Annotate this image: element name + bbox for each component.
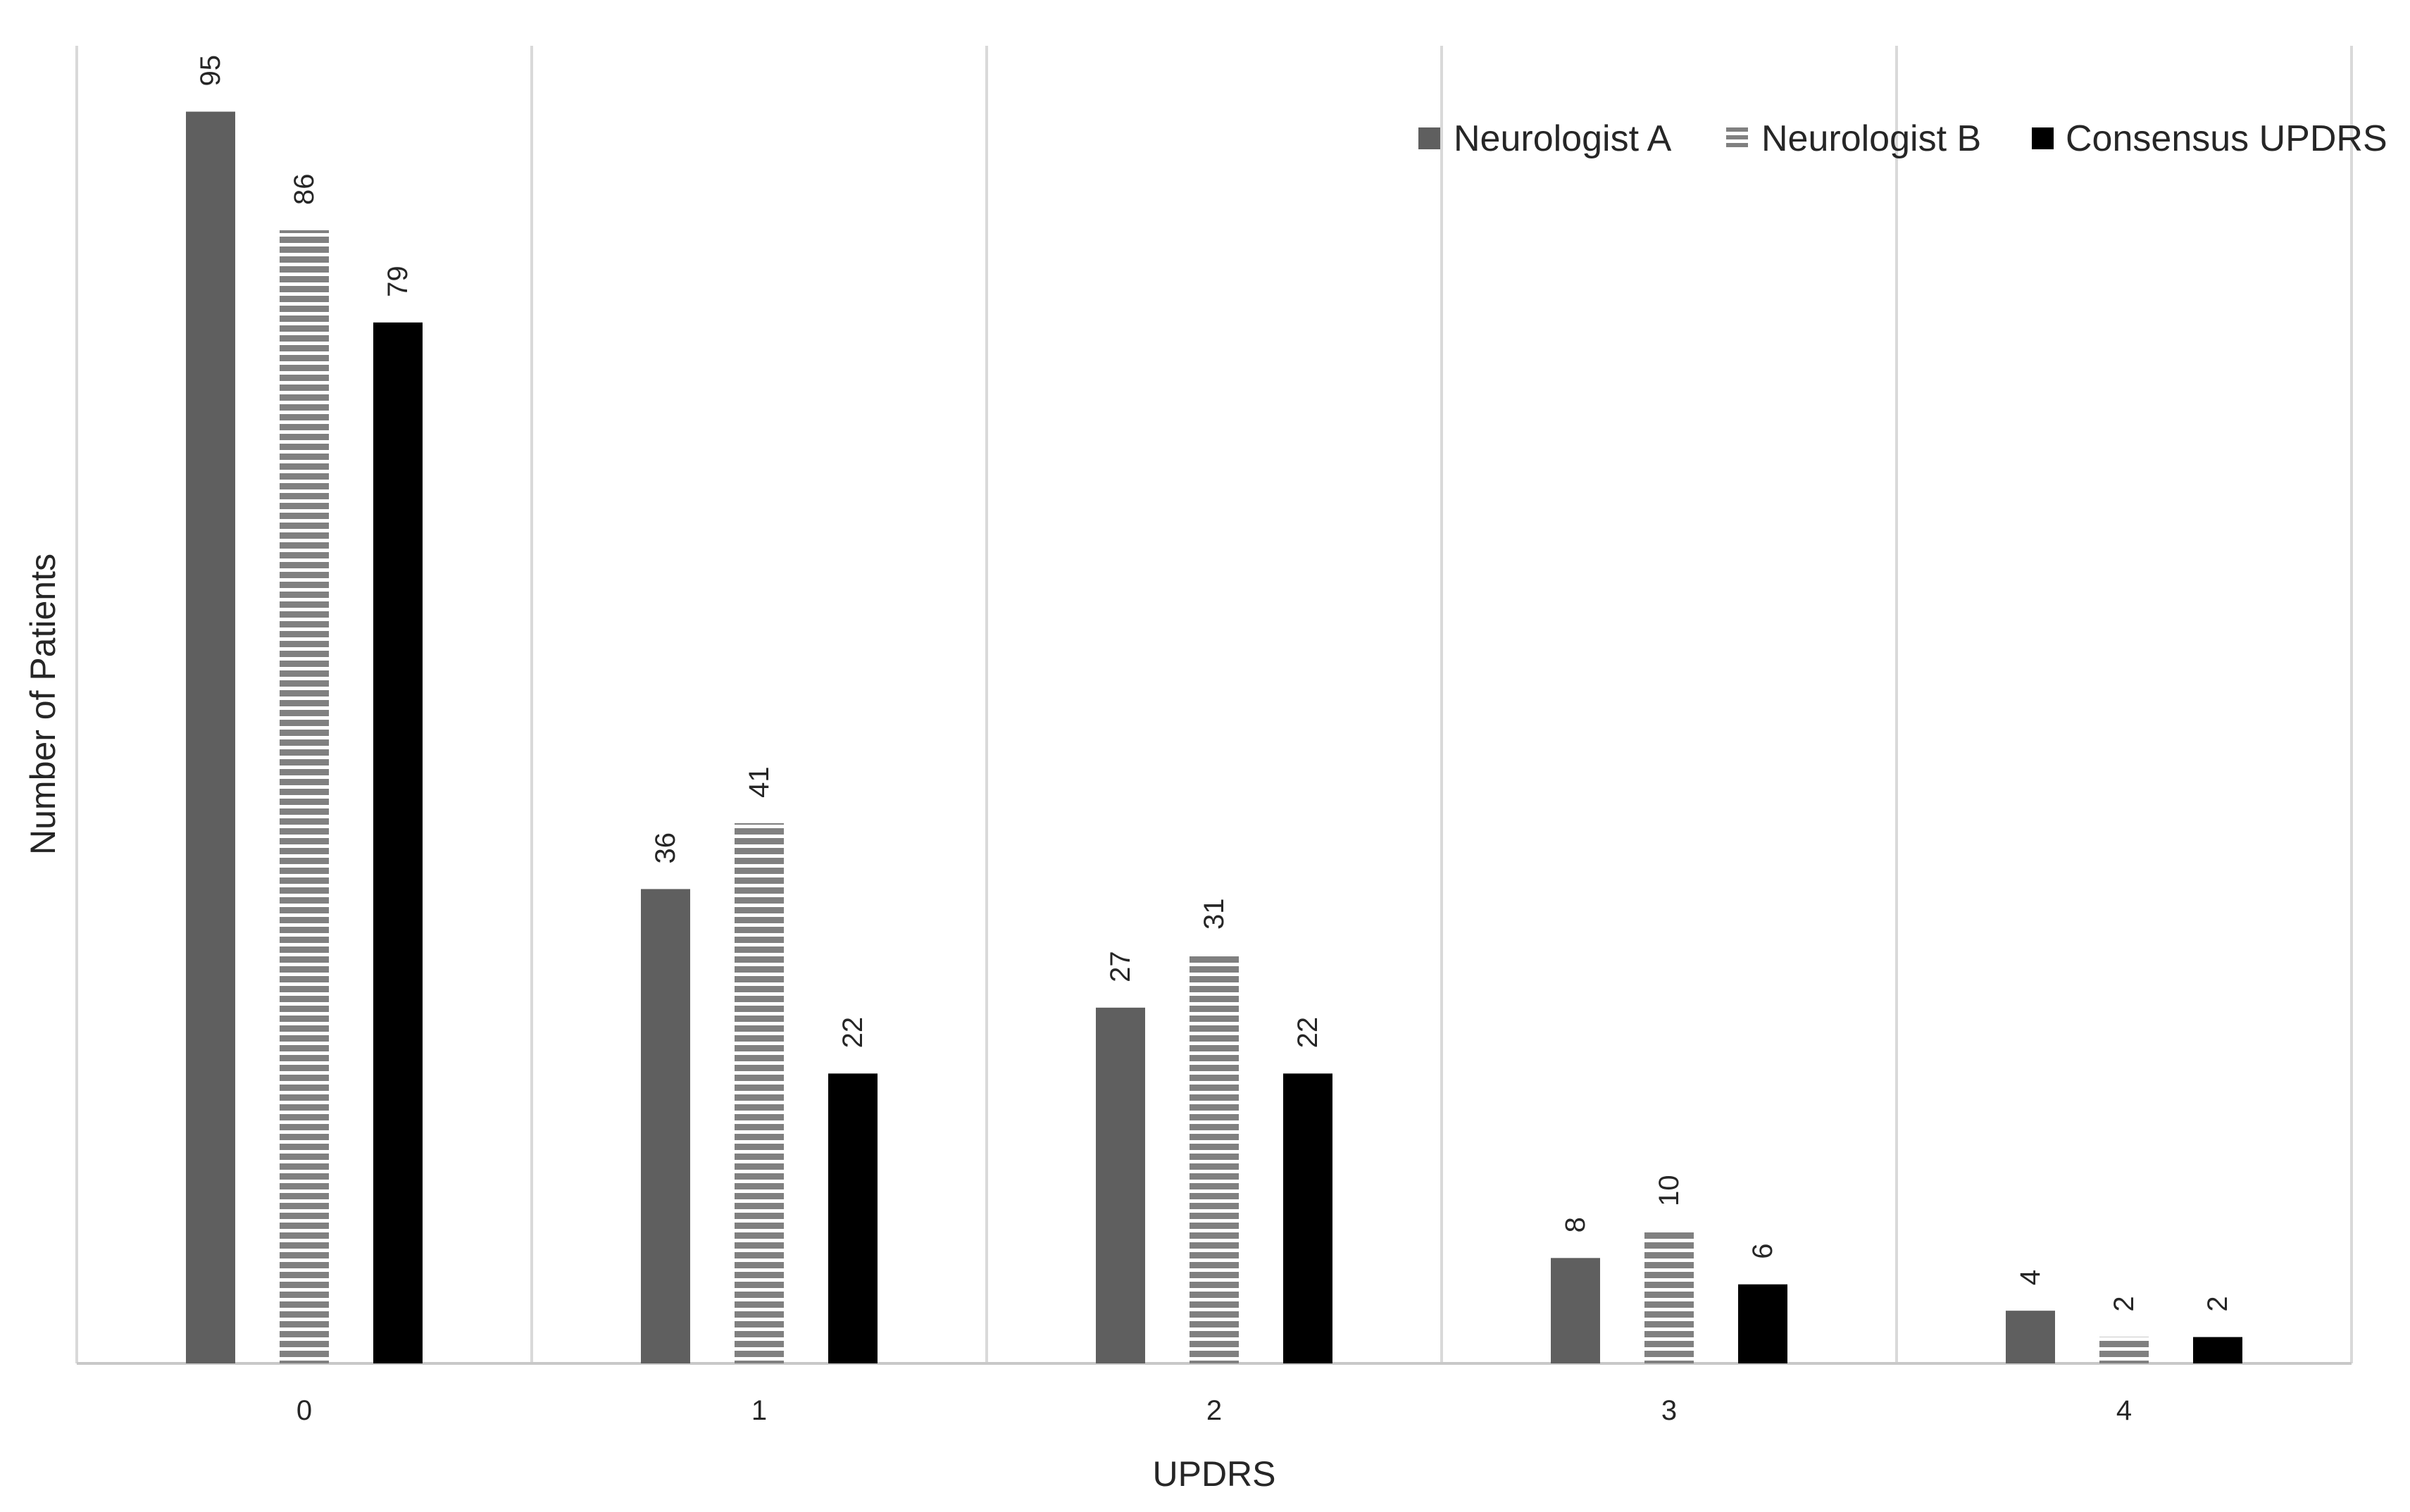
legend-label-neurologist-b: Neurologist B [1761,118,1981,159]
bar-neurologist-a-2 [1096,1007,1145,1363]
legend-label-consensus-updrs: Consensus UPDRS [2066,118,2387,159]
data-label-consensus-updrs-2: 22 [1292,1017,1323,1049]
category-gridlines [75,46,2353,1365]
data-label-neurologist-a-2: 27 [1105,951,1136,982]
data-label-consensus-updrs-1: 22 [837,1017,868,1049]
bar-neurologist-b-3 [1644,1231,1694,1363]
data-label-neurologist-a-0: 95 [195,55,226,87]
data-label-neurologist-b-4: 2 [2109,1296,2140,1311]
x-tick-label-2: 2 [1206,1395,1222,1426]
legend-item-neurologist-a: Neurologist A [1418,118,1672,159]
bar-consensus-updrs-4 [2193,1337,2242,1363]
data-label-neurologist-b-2: 31 [1199,898,1230,930]
legend-item-neurologist-b: Neurologist B [1726,118,1981,159]
x-axis-tick-labels: 0 1 2 3 4 [296,1395,2132,1426]
legend-marker-neurologist-b [1726,127,1748,149]
bar-consensus-updrs-1 [828,1073,878,1363]
bar-neurologist-b-0 [280,230,329,1364]
y-axis-title: Number of Patients [23,554,63,855]
bar-neurologist-b-4 [2099,1337,2149,1363]
bar-consensus-updrs-3 [1738,1284,1787,1363]
bar-neurologist-a-4 [2006,1311,2055,1363]
data-label-consensus-updrs-4: 2 [2202,1296,2233,1311]
data-label-neurologist-a-1: 36 [650,832,681,864]
x-tick-label-1: 1 [751,1395,767,1426]
bar-neurologist-b-1 [735,823,784,1363]
data-label-neurologist-b-1: 41 [744,766,775,798]
bars [186,111,2242,1364]
data-label-neurologist-b-3: 10 [1654,1175,1685,1206]
legend-item-consensus-updrs: Consensus UPDRS [2032,118,2387,159]
data-label-neurologist-a-3: 8 [1560,1217,1591,1232]
data-label-consensus-updrs-0: 79 [382,265,413,297]
bar-consensus-updrs-0 [373,322,423,1363]
bar-consensus-updrs-2 [1283,1073,1332,1363]
bar-neurologist-a-3 [1551,1258,1600,1363]
bar-neurologist-b-2 [1190,954,1239,1363]
legend-marker-consensus-updrs [2032,127,2054,149]
x-axis-title: UPDRS [1152,1454,1275,1494]
data-label-neurologist-a-4: 4 [2015,1270,2046,1285]
legend-marker-neurologist-a [1418,127,1440,149]
x-tick-label-3: 3 [1661,1395,1677,1426]
data-label-consensus-updrs-3: 6 [1747,1243,1778,1258]
legend: Neurologist A Neurologist B Consensus UP… [1418,118,2387,159]
x-tick-label-4: 4 [2116,1395,2132,1426]
x-tick-label-0: 0 [296,1395,312,1426]
legend-label-neurologist-a: Neurologist A [1454,118,1672,159]
bar-neurologist-a-0 [186,111,235,1363]
data-label-neurologist-b-0: 86 [289,173,320,205]
bar-neurologist-a-1 [641,889,690,1363]
